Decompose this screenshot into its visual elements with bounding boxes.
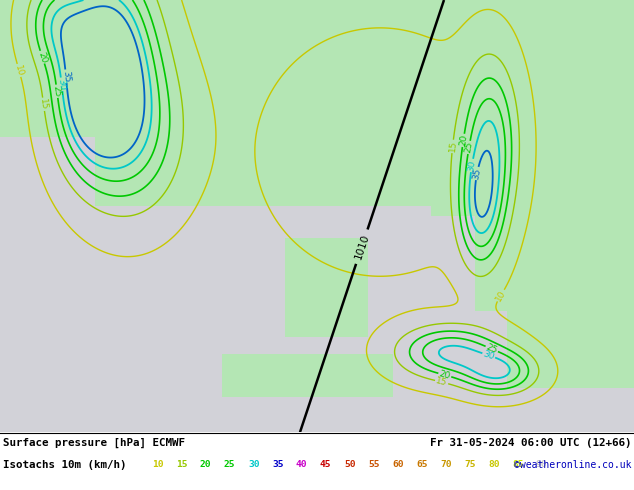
Text: 75: 75 bbox=[464, 460, 476, 469]
Text: 20: 20 bbox=[36, 50, 48, 64]
Text: 10: 10 bbox=[13, 64, 25, 77]
Text: 90: 90 bbox=[536, 460, 548, 469]
Text: 30: 30 bbox=[248, 460, 259, 469]
Text: 40: 40 bbox=[296, 460, 307, 469]
Text: 45: 45 bbox=[320, 460, 332, 469]
Text: Isotachs 10m (km/h): Isotachs 10m (km/h) bbox=[3, 460, 127, 470]
Text: 25: 25 bbox=[52, 85, 62, 98]
Text: 35: 35 bbox=[472, 167, 482, 180]
Text: 10: 10 bbox=[152, 460, 164, 469]
Text: 50: 50 bbox=[344, 460, 356, 469]
Text: 70: 70 bbox=[440, 460, 451, 469]
Text: 20: 20 bbox=[200, 460, 212, 469]
Text: 65: 65 bbox=[416, 460, 427, 469]
Text: 10: 10 bbox=[494, 288, 508, 303]
Text: 25: 25 bbox=[224, 460, 235, 469]
Text: 15: 15 bbox=[176, 460, 188, 469]
Text: 30: 30 bbox=[467, 159, 477, 172]
Text: Surface pressure [hPa] ECMWF: Surface pressure [hPa] ECMWF bbox=[3, 438, 185, 448]
Text: 80: 80 bbox=[488, 460, 500, 469]
Text: 30: 30 bbox=[482, 349, 496, 362]
Text: 25: 25 bbox=[463, 141, 474, 154]
Text: 20: 20 bbox=[438, 369, 451, 381]
Text: 85: 85 bbox=[512, 460, 524, 469]
Text: 35: 35 bbox=[61, 70, 71, 82]
Text: 30: 30 bbox=[56, 78, 67, 91]
Text: 25: 25 bbox=[485, 343, 499, 355]
Text: Fr 31-05-2024 06:00 UTC (12+66): Fr 31-05-2024 06:00 UTC (12+66) bbox=[429, 438, 631, 448]
Text: 35: 35 bbox=[272, 460, 283, 469]
Text: 15: 15 bbox=[435, 376, 448, 388]
Text: 20: 20 bbox=[458, 134, 469, 147]
Text: 60: 60 bbox=[392, 460, 403, 469]
Text: 1010: 1010 bbox=[353, 233, 371, 261]
Text: 15: 15 bbox=[38, 98, 49, 111]
Text: ©weatheronline.co.uk: ©weatheronline.co.uk bbox=[514, 460, 631, 470]
Text: 55: 55 bbox=[368, 460, 380, 469]
Text: 15: 15 bbox=[448, 140, 458, 152]
